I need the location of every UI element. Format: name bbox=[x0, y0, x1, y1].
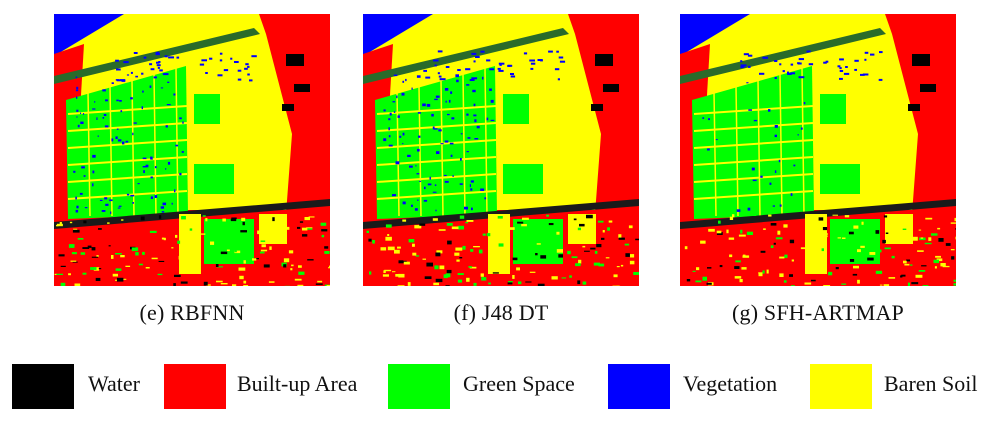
legend-label-green-space: Green Space bbox=[463, 371, 575, 396]
classification-map-rbfnn bbox=[54, 14, 330, 286]
classification-map-sfh-artmap bbox=[680, 14, 956, 286]
legend-label-baren-soil: Baren Soil bbox=[884, 371, 978, 396]
legend-swatch-water bbox=[12, 364, 74, 409]
classification-map-j48-dt bbox=[363, 14, 639, 286]
legend-label-water: Water bbox=[88, 371, 140, 396]
caption-j48-dt: (f) J48 DT bbox=[453, 300, 549, 325]
legend-label-vegetation: Vegetation bbox=[683, 371, 778, 396]
caption-sfh-artmap: (g) SFH-ARTMAP bbox=[731, 300, 904, 325]
caption-rbfnn: (e) RBFNN bbox=[139, 300, 245, 325]
legend-swatch-green-space bbox=[388, 364, 450, 409]
legend-label-built-up-area: Built-up Area bbox=[237, 371, 358, 396]
legend-swatch-baren-soil bbox=[810, 364, 872, 409]
legend-swatch-vegetation bbox=[608, 364, 670, 409]
legend-swatch-built-up-area bbox=[164, 364, 226, 409]
